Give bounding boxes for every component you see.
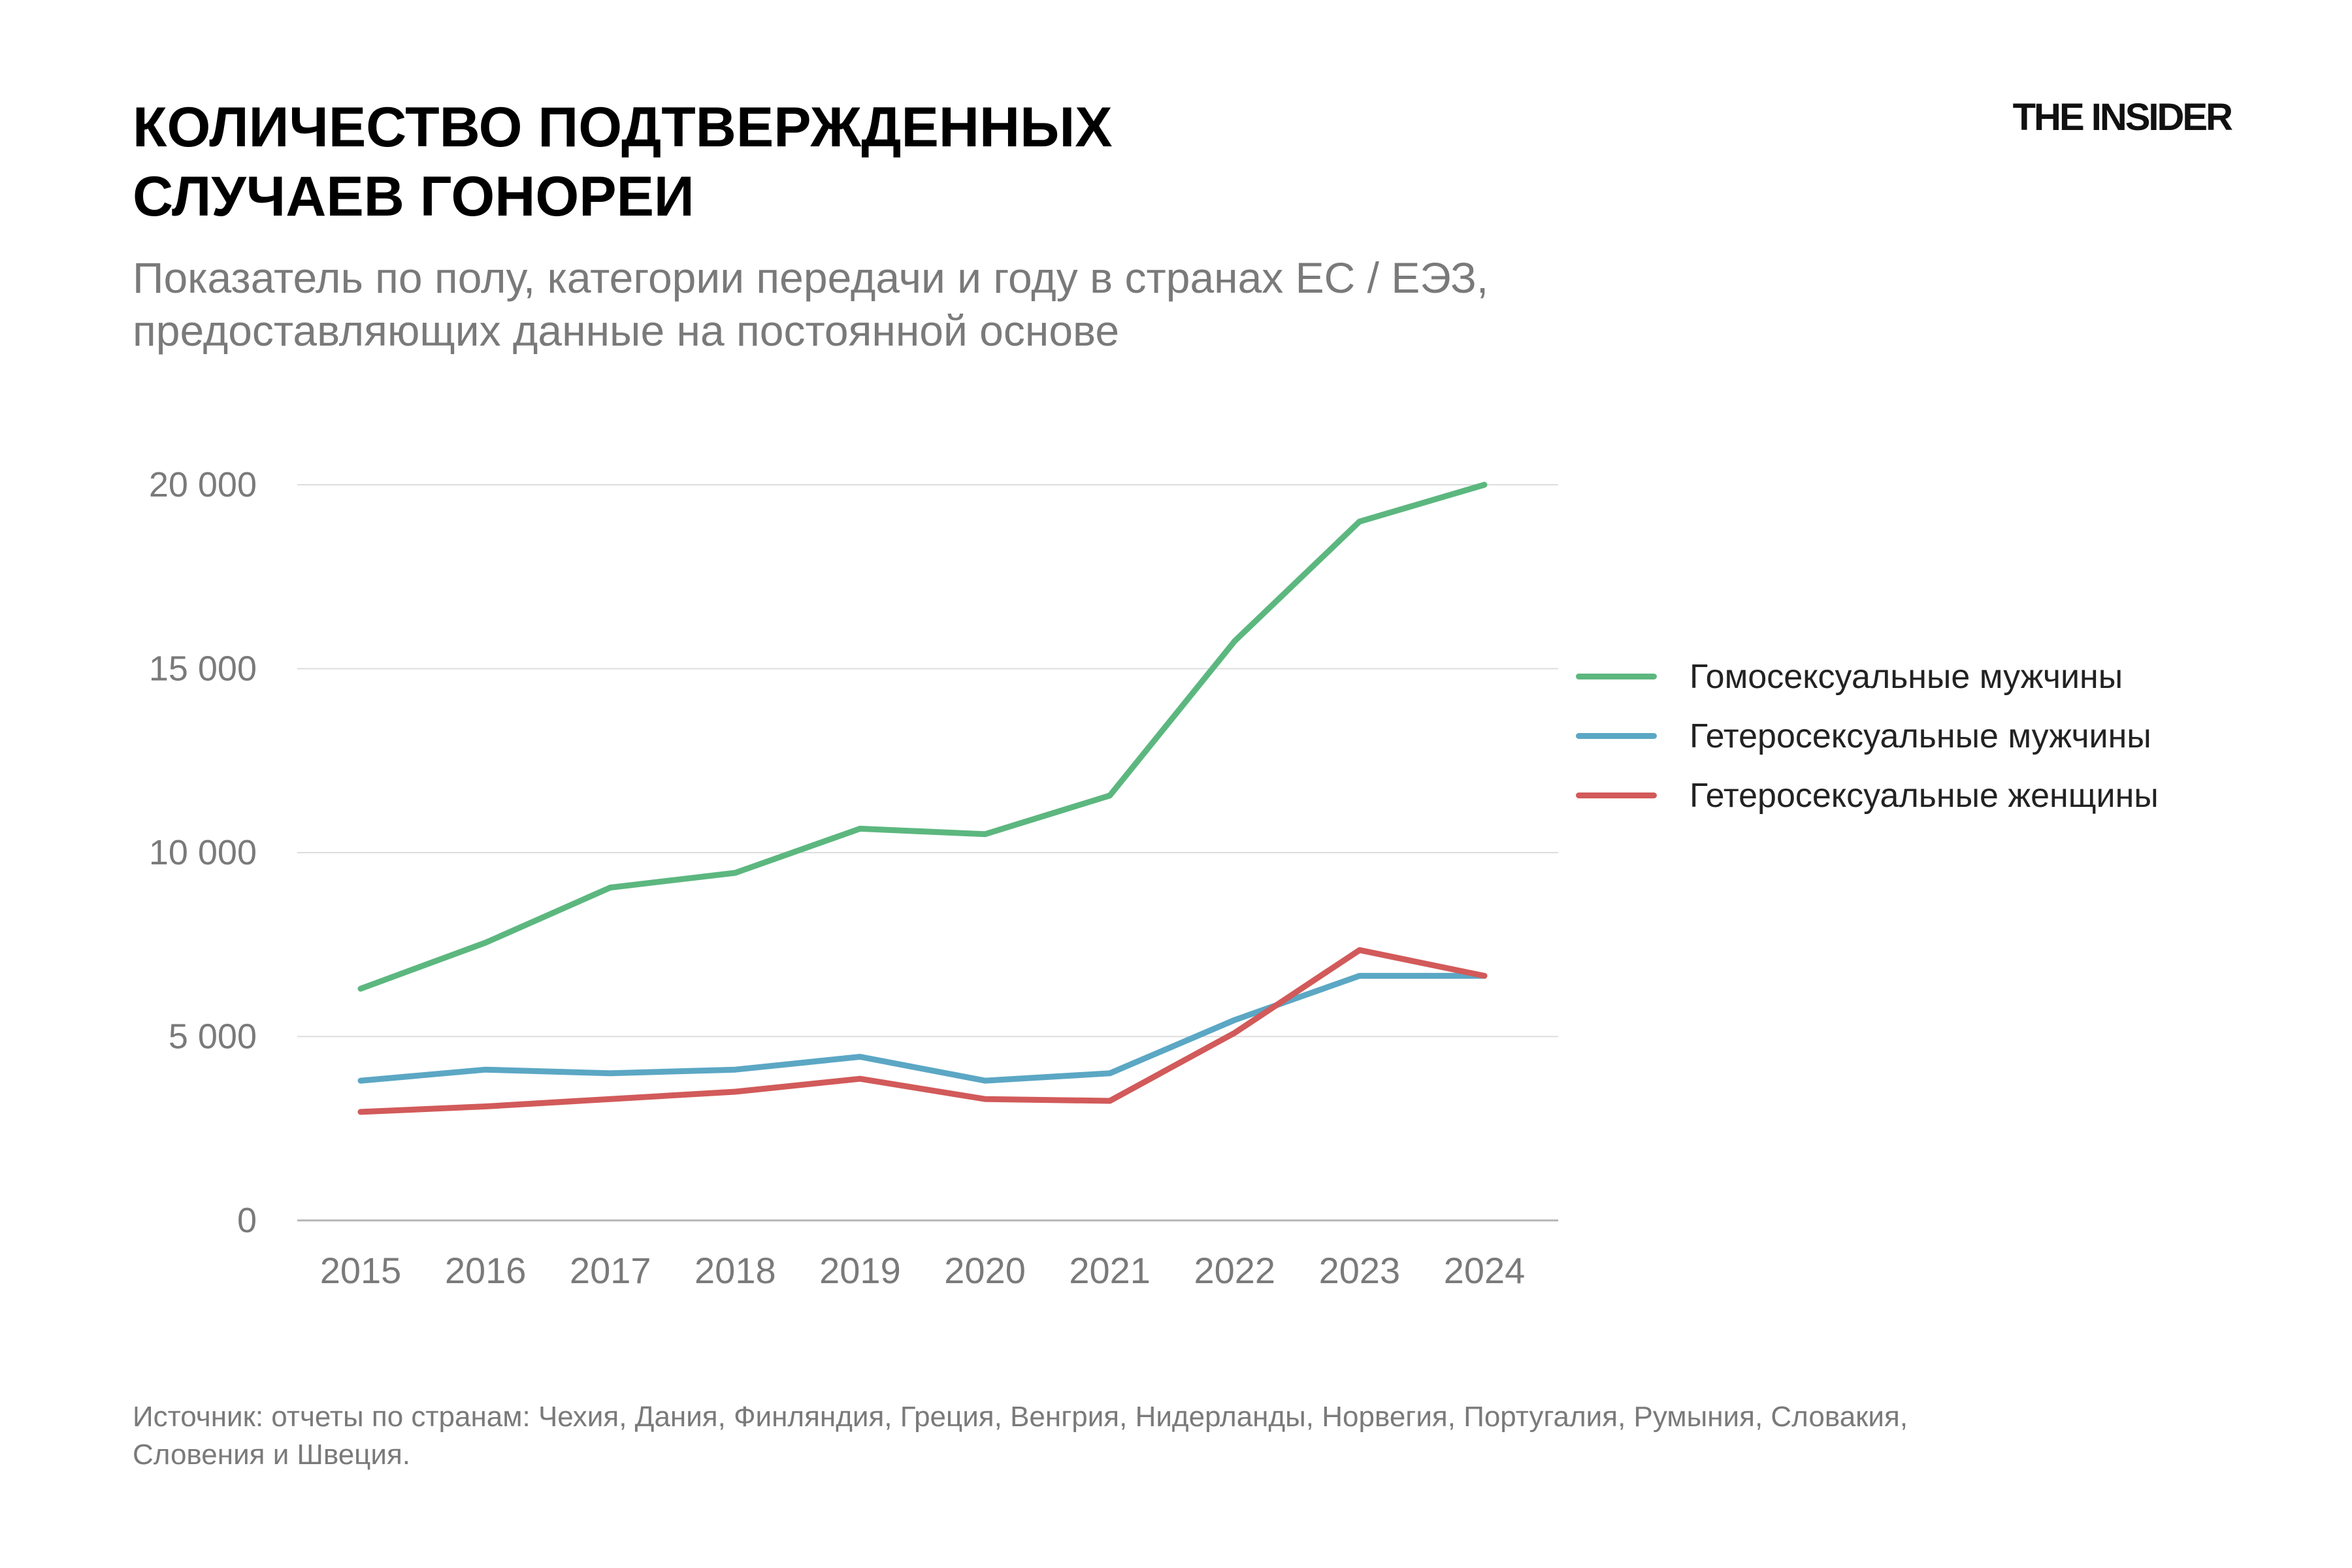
x-tick-label: 2022 bbox=[1194, 1250, 1275, 1291]
legend-label: Гомосексуальные мужчины bbox=[1690, 657, 2123, 696]
y-tick-label: 0 bbox=[237, 1201, 257, 1240]
title-line-2: СЛУЧАЕВ ГОНОРЕИ bbox=[133, 165, 694, 228]
legend-item: Гетеросексуальные женщины bbox=[1576, 766, 2159, 825]
x-tick-label: 2023 bbox=[1319, 1250, 1401, 1291]
legend-swatch bbox=[1576, 674, 1657, 679]
source-note: Источник: отчеты по странам: Чехия, Дани… bbox=[133, 1398, 2256, 1474]
x-tick-label: 2017 bbox=[570, 1250, 651, 1291]
series-line bbox=[357, 482, 1488, 992]
x-tick-label: 2018 bbox=[694, 1250, 776, 1291]
chart-subtitle: Показатель по полу, категории передачи и… bbox=[133, 252, 2027, 357]
x-tick-label: 2020 bbox=[944, 1250, 1026, 1291]
chart-title: КОЛИЧЕСТВО ПОДТВЕРЖДЕННЫХ СЛУЧАЕВ ГОНОРЕ… bbox=[133, 93, 1635, 231]
y-tick-label: 10 000 bbox=[149, 833, 257, 872]
brand-logo: THE INSIDER bbox=[2012, 96, 2233, 139]
legend-item: Гетеросексуальные мужчины bbox=[1576, 706, 2159, 766]
legend-item: Гомосексуальные мужчины bbox=[1576, 647, 2159, 706]
x-tick-label: 2015 bbox=[320, 1250, 402, 1291]
source-line-1: Источник: отчеты по странам: Чехия, Дани… bbox=[133, 1401, 1908, 1433]
subtitle-line-2: предоставляющих данные на постоянной осн… bbox=[133, 306, 1120, 355]
y-tick-label: 20 000 bbox=[149, 465, 257, 504]
legend-label: Гетеросексуальные женщины bbox=[1690, 776, 2159, 815]
x-tick-label: 2024 bbox=[1444, 1250, 1526, 1291]
chart-legend: Гомосексуальные мужчины Гетеросексуальны… bbox=[1576, 647, 2159, 825]
x-tick-label: 2016 bbox=[445, 1250, 527, 1291]
y-tick-label: 15 000 bbox=[149, 649, 257, 689]
legend-swatch bbox=[1576, 792, 1657, 798]
legend-label: Гетеросексуальные мужчины bbox=[1690, 717, 2151, 755]
legend-swatch bbox=[1576, 733, 1657, 739]
series-line bbox=[357, 973, 1488, 1084]
series-line bbox=[357, 947, 1488, 1115]
y-tick-label: 5 000 bbox=[169, 1017, 257, 1056]
source-line-2: Словения и Швеция. bbox=[133, 1439, 411, 1471]
x-tick-label: 2021 bbox=[1069, 1250, 1151, 1291]
subtitle-line-1: Показатель по полу, категории передачи и… bbox=[133, 253, 1489, 302]
title-line-1: КОЛИЧЕСТВО ПОДТВЕРЖДЕННЫХ bbox=[133, 96, 1113, 159]
x-tick-label: 2019 bbox=[819, 1250, 901, 1291]
